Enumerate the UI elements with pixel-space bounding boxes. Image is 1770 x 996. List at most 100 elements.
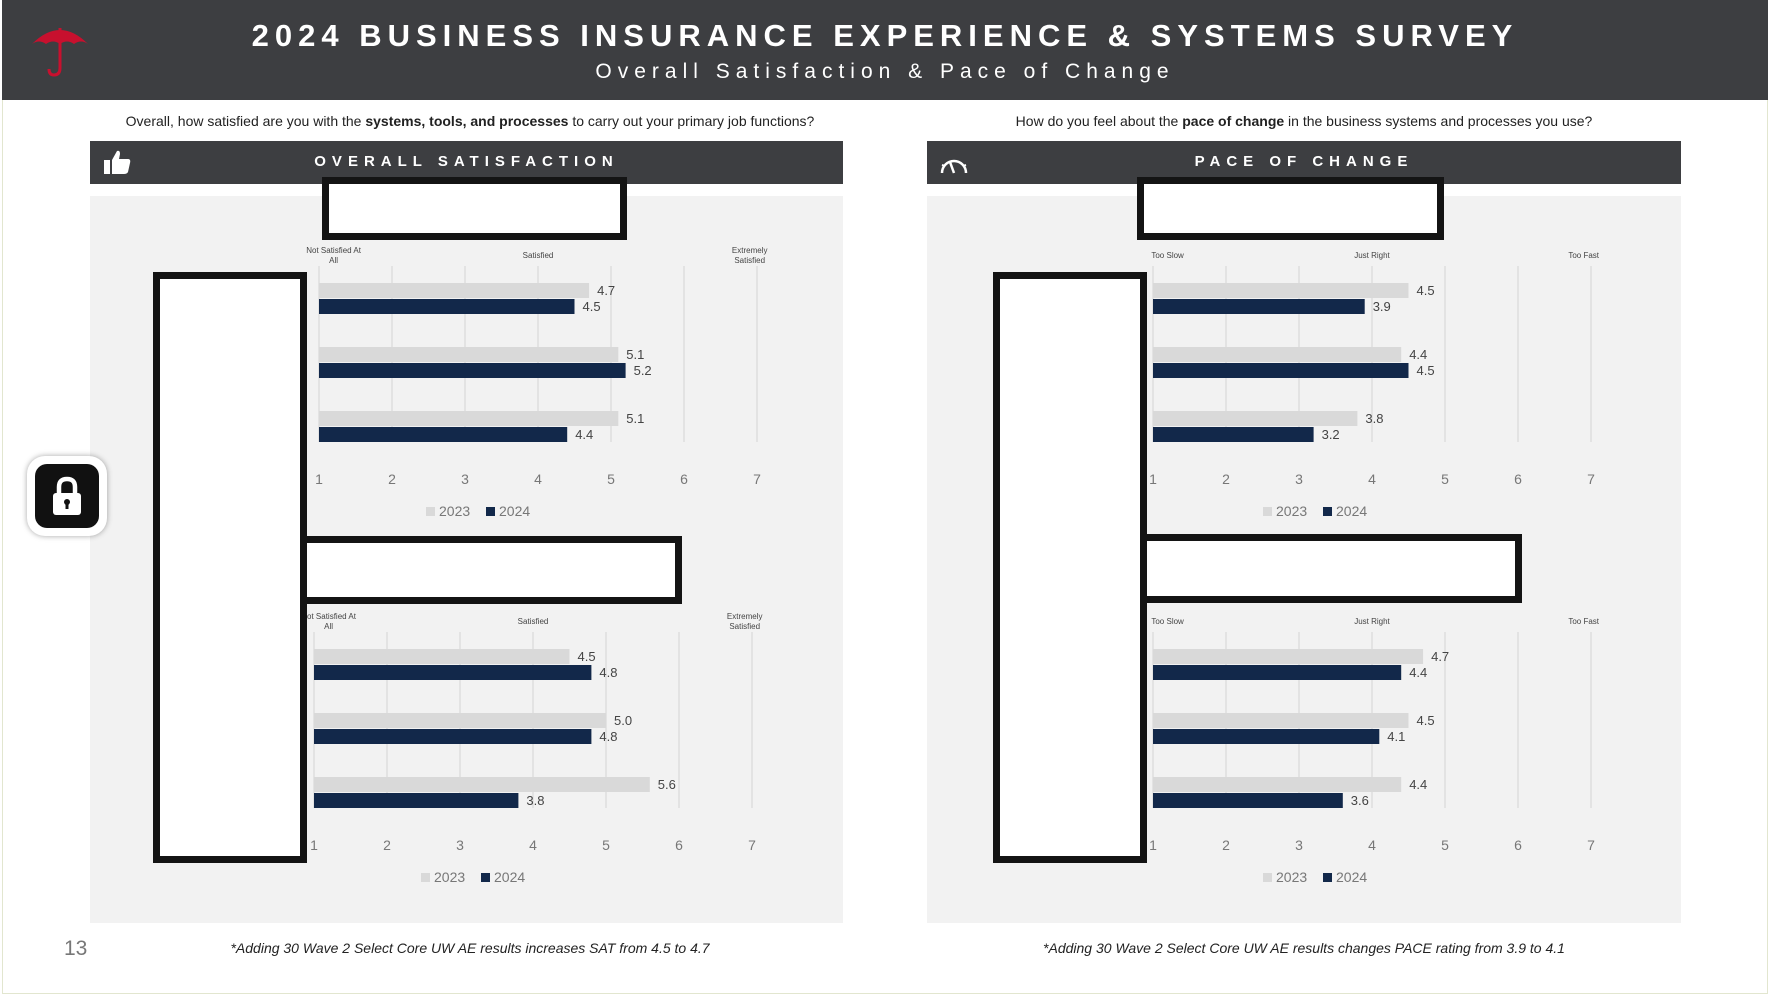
chart-0: Not Satisfied AtAllSatisfiedExtremelySat…: [306, 246, 767, 519]
tick-label: 6: [675, 837, 683, 853]
tick-label: 4: [529, 837, 537, 853]
scale-label: Too Fast: [1568, 251, 1599, 260]
scale-label: Extremely: [732, 246, 768, 255]
bar-value-label: 5.6: [658, 777, 676, 792]
bar-2023: [1153, 777, 1402, 792]
bar-value-label: 4.5: [578, 649, 596, 664]
scale-label: Satisfied: [518, 617, 549, 626]
bar-2024: [319, 363, 626, 378]
scale-label: All: [329, 256, 338, 265]
bar-value-label: 4.7: [1431, 649, 1449, 664]
scale-label: Too Fast: [1568, 617, 1599, 626]
left-question: Overall, how satisfied are you with the …: [90, 113, 850, 129]
tick-label: 1: [1149, 837, 1157, 853]
legend-label: 2024: [499, 503, 530, 519]
legend-swatch: [481, 873, 490, 882]
legend-swatch: [1323, 507, 1332, 516]
tick-label: 7: [753, 471, 761, 487]
bar-2024: [314, 665, 592, 680]
left-question-bold: systems, tools, and processes: [365, 113, 569, 129]
legend-swatch: [1263, 507, 1272, 516]
right-question-pre: How do you feel about the: [1015, 113, 1183, 129]
right-footnote: *Adding 30 Wave 2 Select Core UW AE resu…: [1043, 940, 1565, 956]
bar-2023: [1153, 713, 1409, 728]
bar-2023: [319, 411, 619, 426]
left-footnote: *Adding 30 Wave 2 Select Core UW AE resu…: [230, 940, 710, 956]
legend-label: 2024: [1336, 869, 1367, 885]
bar-value-label: 4.5: [1417, 283, 1435, 298]
bar-value-label: 4.4: [1409, 777, 1427, 792]
umbrella-logo-icon: [32, 28, 88, 77]
legend-label: 2024: [494, 869, 525, 885]
tick-label: 3: [456, 837, 464, 853]
right-question-post: in the business systems and processes yo…: [1284, 113, 1593, 129]
tick-label: 2: [383, 837, 391, 853]
satisfaction-chart-a: Not Satisfied AtAllSatisfiedExtremelySat…: [301, 246, 767, 885]
bar-2024: [319, 427, 568, 442]
tick-label: 1: [315, 471, 323, 487]
tick-label: 5: [607, 471, 615, 487]
pace-of-change-header: PACE OF CHANGE: [927, 141, 1681, 184]
scale-label: Just Right: [1354, 251, 1390, 260]
bar-value-label: 4.1: [1387, 729, 1405, 744]
bar-2024: [1153, 665, 1402, 680]
redaction-box: [153, 272, 307, 863]
tick-label: 7: [1587, 471, 1595, 487]
legend-label: 2023: [434, 869, 465, 885]
bar-value-label: 4.4: [1409, 347, 1427, 362]
header-bar: 2024 BUSINESS INSURANCE EXPERIENCE & SYS…: [2, 0, 1768, 100]
bar-value-label: 3.9: [1373, 299, 1391, 314]
page-title: 2024 BUSINESS INSURANCE EXPERIENCE & SYS…: [251, 18, 1519, 53]
chart-1: Not Satisfied AtAllSatisfiedExtremelySat…: [301, 612, 762, 885]
scale-label: Not Satisfied At: [301, 612, 356, 621]
scale-label: Extremely: [727, 612, 763, 621]
legend-swatch: [486, 507, 495, 516]
chart-2: Too Slow Just Right Too Fast4.53.94.44.53.…: [1149, 251, 1600, 519]
bar-value-label: 5.1: [626, 411, 644, 426]
bar-value-label: 4.8: [599, 665, 617, 680]
bar-2024: [1153, 729, 1380, 744]
right-question: How do you feel about the pace of change…: [928, 113, 1680, 129]
scale-label: Satisfied: [729, 622, 760, 631]
scale-label: Satisfied: [523, 251, 554, 260]
bar-2023: [1153, 411, 1358, 426]
legend-label: 2024: [1336, 503, 1367, 519]
bar-2023: [314, 649, 570, 664]
tick-label: 4: [1368, 471, 1376, 487]
chart-3: Too Slow Just Right Too Fast 4.7 4.4 4.5 4.1 4.…: [1149, 617, 1600, 885]
legend-swatch: [421, 873, 430, 882]
tick-label: 6: [1514, 837, 1522, 853]
redaction-box: [322, 177, 627, 240]
tick-label: 1: [310, 837, 318, 853]
bar-value-label: 3.6: [1351, 793, 1369, 808]
legend-label: 2023: [439, 503, 470, 519]
redaction-box: [1137, 177, 1444, 240]
tick-label: 2: [1222, 471, 1230, 487]
bar-2023: [314, 777, 650, 792]
tick-label: 4: [1368, 837, 1376, 853]
tick-label: 7: [1587, 837, 1595, 853]
page-subtitle: Overall Satisfaction & Pace of Change: [595, 60, 1175, 83]
tick-label: 4: [534, 471, 542, 487]
tick-label: 3: [461, 471, 469, 487]
tick-label: 3: [1295, 837, 1303, 853]
speedometer-icon: [940, 159, 968, 174]
bar-value-label: 5.0: [614, 713, 632, 728]
bar-value-label: 4.8: [599, 729, 617, 744]
bar-2024: [1153, 427, 1314, 442]
tick-label: 1: [1149, 471, 1157, 487]
lock-icon-tile: [35, 464, 99, 528]
bar-value-label: 4.5: [1417, 363, 1435, 378]
scale-label: Too Slow: [1151, 617, 1184, 626]
tick-label: 5: [602, 837, 610, 853]
page-number: 13: [64, 937, 88, 960]
pace-chart-a: Too Slow Just Right Too Fast4.53.94.44.53.…: [1149, 251, 1600, 885]
bar-2024: [1153, 363, 1409, 378]
overall-satisfaction-title: OVERALL SATISFACTION: [314, 153, 619, 170]
lock-button[interactable]: [27, 456, 107, 536]
right-question-bold: pace of change: [1182, 113, 1285, 129]
tick-label: 5: [1441, 471, 1449, 487]
redaction-box: [300, 536, 682, 604]
tick-label: 6: [1514, 471, 1522, 487]
bar-value-label: 4.5: [583, 299, 601, 314]
